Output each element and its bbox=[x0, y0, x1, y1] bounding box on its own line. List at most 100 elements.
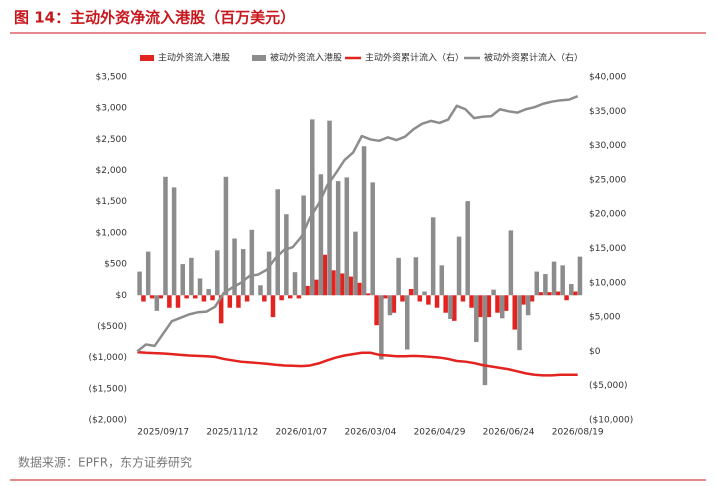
legend-label: 被动外资流入港股 bbox=[270, 52, 342, 64]
y-tick-label: $500 bbox=[104, 260, 127, 270]
y-tick-label: $3,000 bbox=[96, 104, 128, 114]
bar bbox=[313, 279, 319, 296]
bar bbox=[400, 295, 405, 302]
bar bbox=[348, 276, 353, 296]
bar bbox=[577, 256, 583, 296]
bar bbox=[232, 238, 237, 296]
y2-tick-label: ($5,000) bbox=[589, 381, 628, 391]
bar bbox=[491, 289, 496, 296]
bar bbox=[180, 264, 186, 296]
y2-tick-label: $30,000 bbox=[589, 141, 626, 151]
bar bbox=[465, 201, 470, 296]
bar bbox=[339, 273, 345, 296]
bar bbox=[240, 249, 246, 296]
bar bbox=[227, 295, 233, 308]
bar bbox=[137, 271, 142, 296]
bar bbox=[158, 295, 163, 299]
bar bbox=[387, 295, 393, 316]
y-tick-label: $3,500 bbox=[96, 73, 128, 83]
x-tick-label: 2026/08/19 bbox=[552, 428, 604, 438]
y2-tick-label: $15,000 bbox=[589, 244, 626, 254]
bar bbox=[422, 291, 427, 296]
bar bbox=[495, 295, 500, 313]
bar bbox=[525, 295, 531, 316]
y-tick-label: $0 bbox=[116, 291, 128, 301]
bar bbox=[296, 295, 302, 299]
y-tick-label: $1,000 bbox=[96, 228, 128, 238]
x-tick-label: 2025/11/12 bbox=[206, 428, 258, 438]
y2-tick-label: $35,000 bbox=[589, 107, 626, 117]
bar bbox=[357, 282, 362, 296]
y-tick-label: $2,000 bbox=[96, 166, 128, 176]
bar bbox=[469, 295, 474, 308]
bar bbox=[517, 295, 522, 351]
bar bbox=[482, 295, 488, 386]
bar bbox=[379, 295, 384, 360]
x-tick-label: 2026/04/29 bbox=[414, 428, 466, 438]
bar bbox=[534, 271, 540, 296]
bar bbox=[279, 295, 284, 301]
bar bbox=[439, 265, 445, 296]
bar bbox=[149, 295, 155, 299]
bar bbox=[167, 295, 172, 308]
bar bbox=[262, 295, 267, 302]
bar bbox=[572, 291, 578, 296]
bar bbox=[249, 229, 255, 296]
bar bbox=[331, 270, 336, 296]
bar bbox=[508, 230, 514, 296]
bar bbox=[551, 261, 557, 296]
bar bbox=[344, 177, 350, 296]
bar bbox=[477, 295, 483, 318]
bar bbox=[430, 217, 436, 296]
bar bbox=[374, 295, 379, 326]
x-tick-label: 2025/09/17 bbox=[137, 428, 189, 438]
chart-title: 图 14：主动外资净流入港股（百万美元） bbox=[14, 9, 295, 27]
bar bbox=[543, 274, 548, 296]
bar bbox=[210, 295, 215, 301]
bar bbox=[382, 295, 388, 299]
line bbox=[137, 350, 578, 377]
bar bbox=[171, 187, 177, 296]
bar bbox=[193, 295, 198, 299]
bar bbox=[258, 285, 263, 296]
bar bbox=[305, 285, 310, 296]
y-tick-label: ($2,000) bbox=[88, 416, 127, 426]
bar bbox=[266, 251, 272, 296]
y2-tick-label: $40,000 bbox=[589, 73, 626, 83]
bar bbox=[327, 120, 332, 296]
bar bbox=[318, 174, 324, 296]
bar bbox=[206, 289, 211, 296]
bar bbox=[512, 295, 518, 330]
y-tick-label: ($1,000) bbox=[88, 353, 127, 363]
bar bbox=[201, 295, 207, 302]
bar bbox=[223, 176, 229, 296]
bar bbox=[301, 195, 306, 296]
legend-swatch bbox=[252, 55, 266, 61]
y-tick-label: $2,500 bbox=[96, 135, 128, 145]
bar bbox=[396, 257, 401, 296]
legend-swatch bbox=[140, 55, 154, 61]
bar bbox=[218, 295, 224, 324]
bar bbox=[529, 295, 535, 302]
bar bbox=[275, 189, 280, 296]
bar bbox=[353, 231, 358, 296]
y2-tick-label: ($10,000) bbox=[589, 416, 633, 426]
x-tick-label: 2026/03/04 bbox=[345, 428, 397, 438]
bar bbox=[322, 254, 328, 296]
bar bbox=[163, 176, 168, 296]
bar bbox=[391, 295, 397, 313]
bar bbox=[560, 265, 565, 296]
bar bbox=[564, 295, 569, 301]
bar bbox=[365, 293, 371, 296]
bar bbox=[555, 291, 561, 296]
bar bbox=[503, 295, 509, 311]
y-tick-label: ($500) bbox=[97, 322, 127, 332]
bar bbox=[189, 257, 194, 296]
bar bbox=[244, 295, 250, 302]
legend-label: 被动外资累计流入（右） bbox=[484, 52, 583, 64]
bar bbox=[426, 295, 431, 305]
bar bbox=[215, 250, 220, 296]
bar bbox=[499, 295, 505, 319]
bar bbox=[569, 284, 574, 296]
bar bbox=[292, 272, 298, 296]
